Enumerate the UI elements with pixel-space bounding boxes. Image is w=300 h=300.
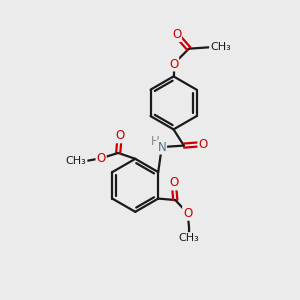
Text: O: O	[169, 58, 178, 70]
Text: O: O	[115, 129, 124, 142]
Text: CH₃: CH₃	[66, 156, 86, 166]
Text: O: O	[183, 207, 192, 220]
Text: N: N	[158, 141, 166, 154]
Text: H: H	[151, 135, 160, 148]
Text: O: O	[198, 138, 208, 151]
Text: CH₃: CH₃	[179, 233, 200, 243]
Text: CH₃: CH₃	[210, 42, 231, 52]
Text: O: O	[97, 152, 106, 165]
Text: O: O	[169, 176, 178, 190]
Text: O: O	[172, 28, 181, 41]
